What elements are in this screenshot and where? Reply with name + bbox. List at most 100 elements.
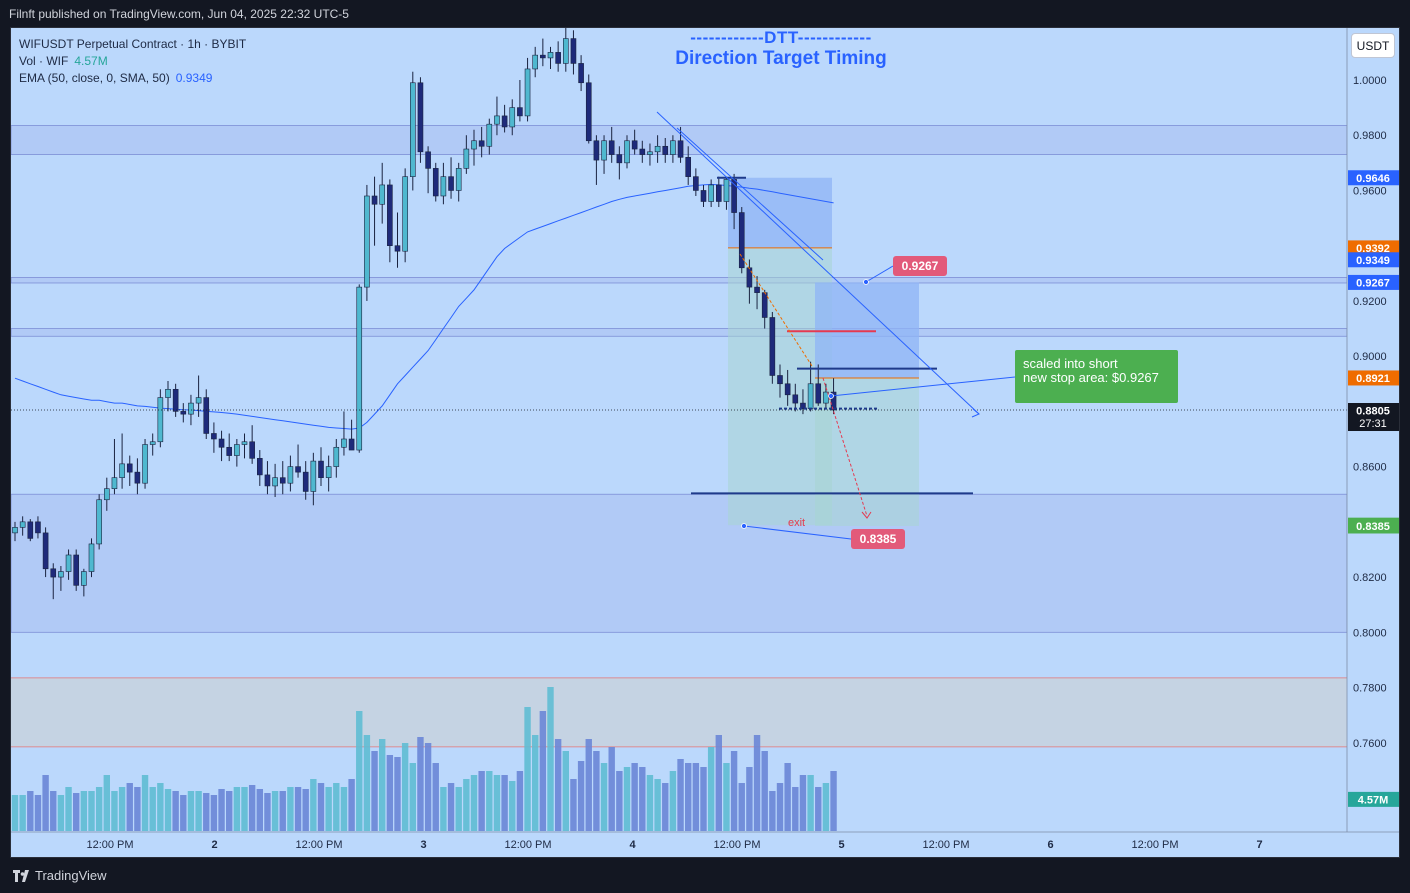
- currency-button[interactable]: USDT: [1351, 33, 1395, 58]
- volume-bar: [340, 787, 348, 831]
- candle-body: [119, 463, 125, 478]
- volume-bar: [715, 735, 722, 831]
- candle-body: [279, 477, 286, 484]
- time-tick-label: 12:00 PM: [86, 839, 133, 851]
- candle-body: [134, 471, 141, 484]
- volume-bar: [401, 743, 409, 831]
- price-tick-label: 0.9600: [1353, 185, 1387, 197]
- volume-bar: [707, 747, 715, 831]
- volume-bar: [631, 763, 638, 831]
- candle-body: [172, 388, 179, 412]
- candle-body: [195, 397, 202, 404]
- volume-bar: [608, 747, 615, 831]
- candle-body: [19, 521, 26, 528]
- price-badge: [1348, 240, 1399, 256]
- candle-body: [647, 151, 653, 155]
- candle-body: [333, 446, 340, 467]
- ema-label: EMA (50, close, 0, SMA, 50): [19, 71, 170, 85]
- volume-bar: [409, 763, 416, 831]
- volume-bar: [478, 771, 485, 831]
- volume-bar: [562, 751, 569, 831]
- volume-bar: [677, 759, 684, 831]
- volume-bar: [80, 791, 88, 831]
- volume-bar: [348, 779, 355, 831]
- time-tick-label: 4: [629, 839, 636, 851]
- candle-body: [88, 543, 95, 572]
- price-tick-label: 0.9800: [1353, 130, 1387, 142]
- price-zone: [11, 328, 1348, 337]
- volume-bar: [424, 743, 432, 831]
- volume-bar: [577, 761, 585, 831]
- price-tick-label: 0.9000: [1353, 351, 1387, 363]
- volume-bar: [256, 789, 263, 831]
- candle-body: [12, 527, 18, 534]
- volume-bar: [509, 781, 516, 831]
- candle-body: [188, 402, 194, 415]
- tradingview-logo[interactable]: TradingView: [13, 868, 107, 883]
- volume-bar: [692, 763, 700, 831]
- candle-body: [478, 140, 485, 147]
- time-axis-background: [11, 832, 1399, 857]
- candle-body: [126, 463, 133, 473]
- vol-label: Vol · WIF: [19, 54, 69, 68]
- price-badge-label: 0.9267: [1356, 277, 1390, 289]
- candle-body: [486, 123, 493, 147]
- candle-body: [42, 532, 49, 570]
- volume-bar: [118, 787, 126, 831]
- volume-bar: [226, 791, 233, 831]
- dtt-title: ------------DTT------------ Direction Ta…: [651, 28, 911, 70]
- candle-body: [27, 521, 34, 539]
- candle-body: [379, 184, 386, 205]
- candle-body: [509, 107, 516, 128]
- volume-bar: [356, 711, 363, 831]
- candle-body: [800, 402, 806, 409]
- price-badge: [1348, 274, 1399, 290]
- candle-body: [738, 212, 745, 269]
- candle-body: [761, 292, 768, 318]
- volume-bar: [815, 787, 822, 831]
- volume-bar: [738, 783, 745, 831]
- candle-body: [792, 394, 799, 404]
- candle-body: [570, 38, 577, 64]
- candle-body: [723, 179, 730, 202]
- volume-bar: [685, 763, 692, 831]
- support-resistance-zones: [11, 125, 1348, 748]
- callout-connector: [865, 265, 894, 283]
- volume-bar: [218, 789, 225, 831]
- volume-bar: [623, 767, 631, 831]
- volume-bar: [784, 763, 791, 831]
- volume-bar: [111, 791, 118, 831]
- volume-bar: [386, 755, 394, 831]
- volume-bar: [799, 775, 807, 831]
- candle-body: [540, 54, 546, 59]
- candle-body: [287, 466, 294, 484]
- candle-body: [425, 151, 431, 169]
- volume-bar: [233, 787, 241, 831]
- candle-body: [302, 471, 309, 492]
- candle-body: [578, 63, 584, 84]
- time-tick-label: 12:00 PM: [1131, 839, 1178, 851]
- candle-body: [371, 195, 378, 205]
- price-tick-label: 0.9200: [1353, 296, 1387, 308]
- volume-bar: [830, 771, 837, 831]
- candle-body: [631, 140, 638, 150]
- candle-body: [241, 441, 248, 445]
- volume-bar: [662, 783, 669, 831]
- volume-bar: [554, 739, 562, 831]
- candle-body: [455, 168, 462, 191]
- candle-body: [96, 499, 102, 545]
- price-badge-label: 0.9349: [1356, 255, 1390, 267]
- time-tick-label: 7: [1256, 839, 1262, 851]
- volume-bar: [126, 783, 133, 831]
- time-tick-label: 12:00 PM: [504, 839, 551, 851]
- exit-arrow-icon: [861, 511, 872, 519]
- volume-legend: Vol · WIF 4.57M: [19, 53, 246, 70]
- volume-bar: [455, 787, 462, 831]
- candle-body: [555, 52, 561, 64]
- candles: [12, 28, 837, 600]
- volume-bar: [746, 767, 753, 831]
- volume-bar: [134, 787, 141, 831]
- trade-annotation[interactable]: scaled into short new stop area: $0.9267: [1015, 350, 1178, 403]
